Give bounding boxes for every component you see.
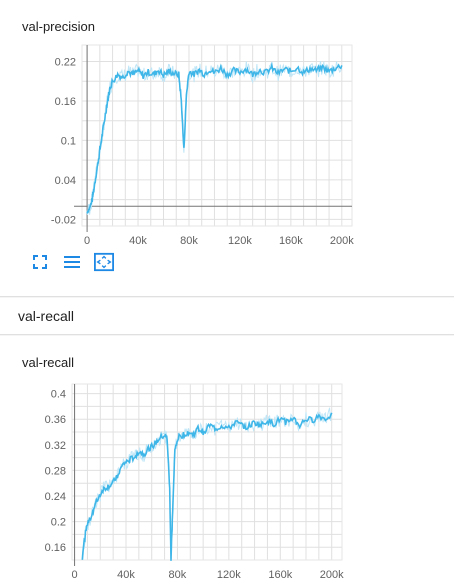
- y-tick-label: 0.24: [45, 491, 66, 503]
- precision-chart[interactable]: -0.02 0.04 0.1 0.16 0.22 0 40k 80k 120k 160k 200k: [0, 0, 454, 250]
- x-tick-label: 200k: [320, 569, 344, 581]
- y-tick-label: 0.16: [45, 542, 66, 554]
- x-tick-label: 160k: [279, 235, 303, 247]
- x-tick-label: 120k: [217, 569, 241, 581]
- x-tick-label: 200k: [330, 235, 354, 247]
- x-tick-label: 40k: [129, 235, 147, 247]
- group-label: val-recall: [18, 308, 75, 324]
- series-line: [86, 61, 343, 214]
- chart-card-recall: val-recall 0.16 0.2 0.24 0.28 0.32 0.36 0.4 0 40…: [0, 336, 454, 584]
- chart-card-precision: val-precision -0.02 0.04 0.1 0.16 0.22 0 40k 80…: [0, 0, 454, 297]
- x-tick-label: 0: [84, 235, 90, 247]
- x-tick-label: 120k: [228, 235, 252, 247]
- plot-frame: [81, 44, 353, 227]
- x-tick-label: 160k: [268, 569, 292, 581]
- fit-domain-button[interactable]: [94, 252, 114, 272]
- y-tick-label: 0.32: [45, 440, 66, 452]
- y-tick-label: -0.02: [51, 214, 76, 226]
- y-tick-label: 0.1: [61, 135, 76, 147]
- y-tick-label: 0.22: [55, 56, 76, 68]
- plot-frame: [71, 383, 343, 561]
- y-tick-label: 0.04: [55, 175, 76, 187]
- x-tick-label: 80k: [180, 235, 198, 247]
- y-tick-label: 0.28: [45, 465, 66, 477]
- group-header-recall[interactable]: val-recall: [0, 298, 454, 335]
- x-tick-label: 40k: [117, 569, 135, 581]
- toggle-log-button[interactable]: [62, 252, 82, 272]
- recall-chart[interactable]: 0.16 0.2 0.24 0.28 0.32 0.36 0.4 0 40k 80k 120k 160…: [0, 336, 454, 584]
- x-tick-label: 0: [72, 569, 78, 581]
- fullscreen-button[interactable]: [30, 252, 50, 272]
- chart-toolbar: [30, 250, 114, 274]
- fullscreen-icon: [33, 255, 47, 269]
- y-tick-label: 0.36: [45, 414, 66, 426]
- series-line: [81, 412, 333, 561]
- y-tick-label: 0.4: [51, 389, 66, 401]
- chart-title: val-precision: [22, 19, 95, 34]
- y-tick-label: 0.16: [55, 96, 76, 108]
- y-tick-label: 0.2: [51, 517, 66, 529]
- chart-title: val-recall: [22, 355, 75, 370]
- x-tick-label: 80k: [169, 569, 187, 581]
- fit-domain-icon: [94, 252, 114, 272]
- toggle-log-icon: [64, 256, 80, 268]
